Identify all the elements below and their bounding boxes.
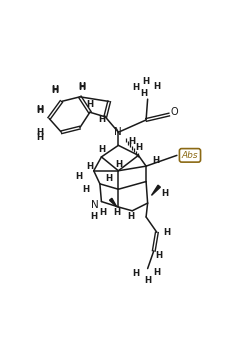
Text: H: H bbox=[153, 268, 161, 277]
Text: N: N bbox=[114, 127, 122, 137]
Text: H: H bbox=[98, 145, 105, 154]
Text: H: H bbox=[153, 81, 161, 90]
Text: H: H bbox=[129, 137, 136, 146]
Text: H: H bbox=[36, 133, 43, 142]
Text: H: H bbox=[161, 189, 168, 198]
Text: H: H bbox=[163, 228, 170, 237]
Text: H: H bbox=[144, 276, 151, 285]
Text: H: H bbox=[36, 128, 43, 137]
Text: H: H bbox=[113, 208, 120, 217]
Text: H: H bbox=[143, 77, 150, 86]
Text: H: H bbox=[52, 85, 59, 93]
Text: H: H bbox=[127, 213, 134, 221]
Text: H: H bbox=[115, 160, 122, 169]
Text: H: H bbox=[98, 116, 105, 125]
Text: H: H bbox=[106, 174, 113, 183]
Text: H: H bbox=[135, 143, 142, 152]
Text: N: N bbox=[91, 200, 99, 210]
Text: O: O bbox=[171, 107, 178, 117]
Text: H: H bbox=[79, 83, 86, 92]
Text: H: H bbox=[133, 269, 140, 278]
Text: Abs: Abs bbox=[182, 151, 198, 160]
Text: H: H bbox=[79, 81, 86, 90]
Text: H: H bbox=[52, 86, 59, 95]
Text: H: H bbox=[75, 172, 82, 181]
Text: H: H bbox=[86, 100, 93, 109]
Polygon shape bbox=[151, 185, 160, 195]
Text: H: H bbox=[36, 105, 43, 114]
Text: H: H bbox=[133, 83, 140, 92]
Text: H: H bbox=[99, 208, 107, 217]
Text: H: H bbox=[156, 251, 163, 260]
Text: H: H bbox=[90, 213, 97, 221]
Text: H: H bbox=[36, 106, 43, 115]
Text: H: H bbox=[82, 185, 90, 194]
Text: H: H bbox=[140, 89, 147, 98]
Polygon shape bbox=[109, 198, 117, 207]
Text: H: H bbox=[86, 162, 93, 171]
Text: H: H bbox=[152, 156, 159, 165]
